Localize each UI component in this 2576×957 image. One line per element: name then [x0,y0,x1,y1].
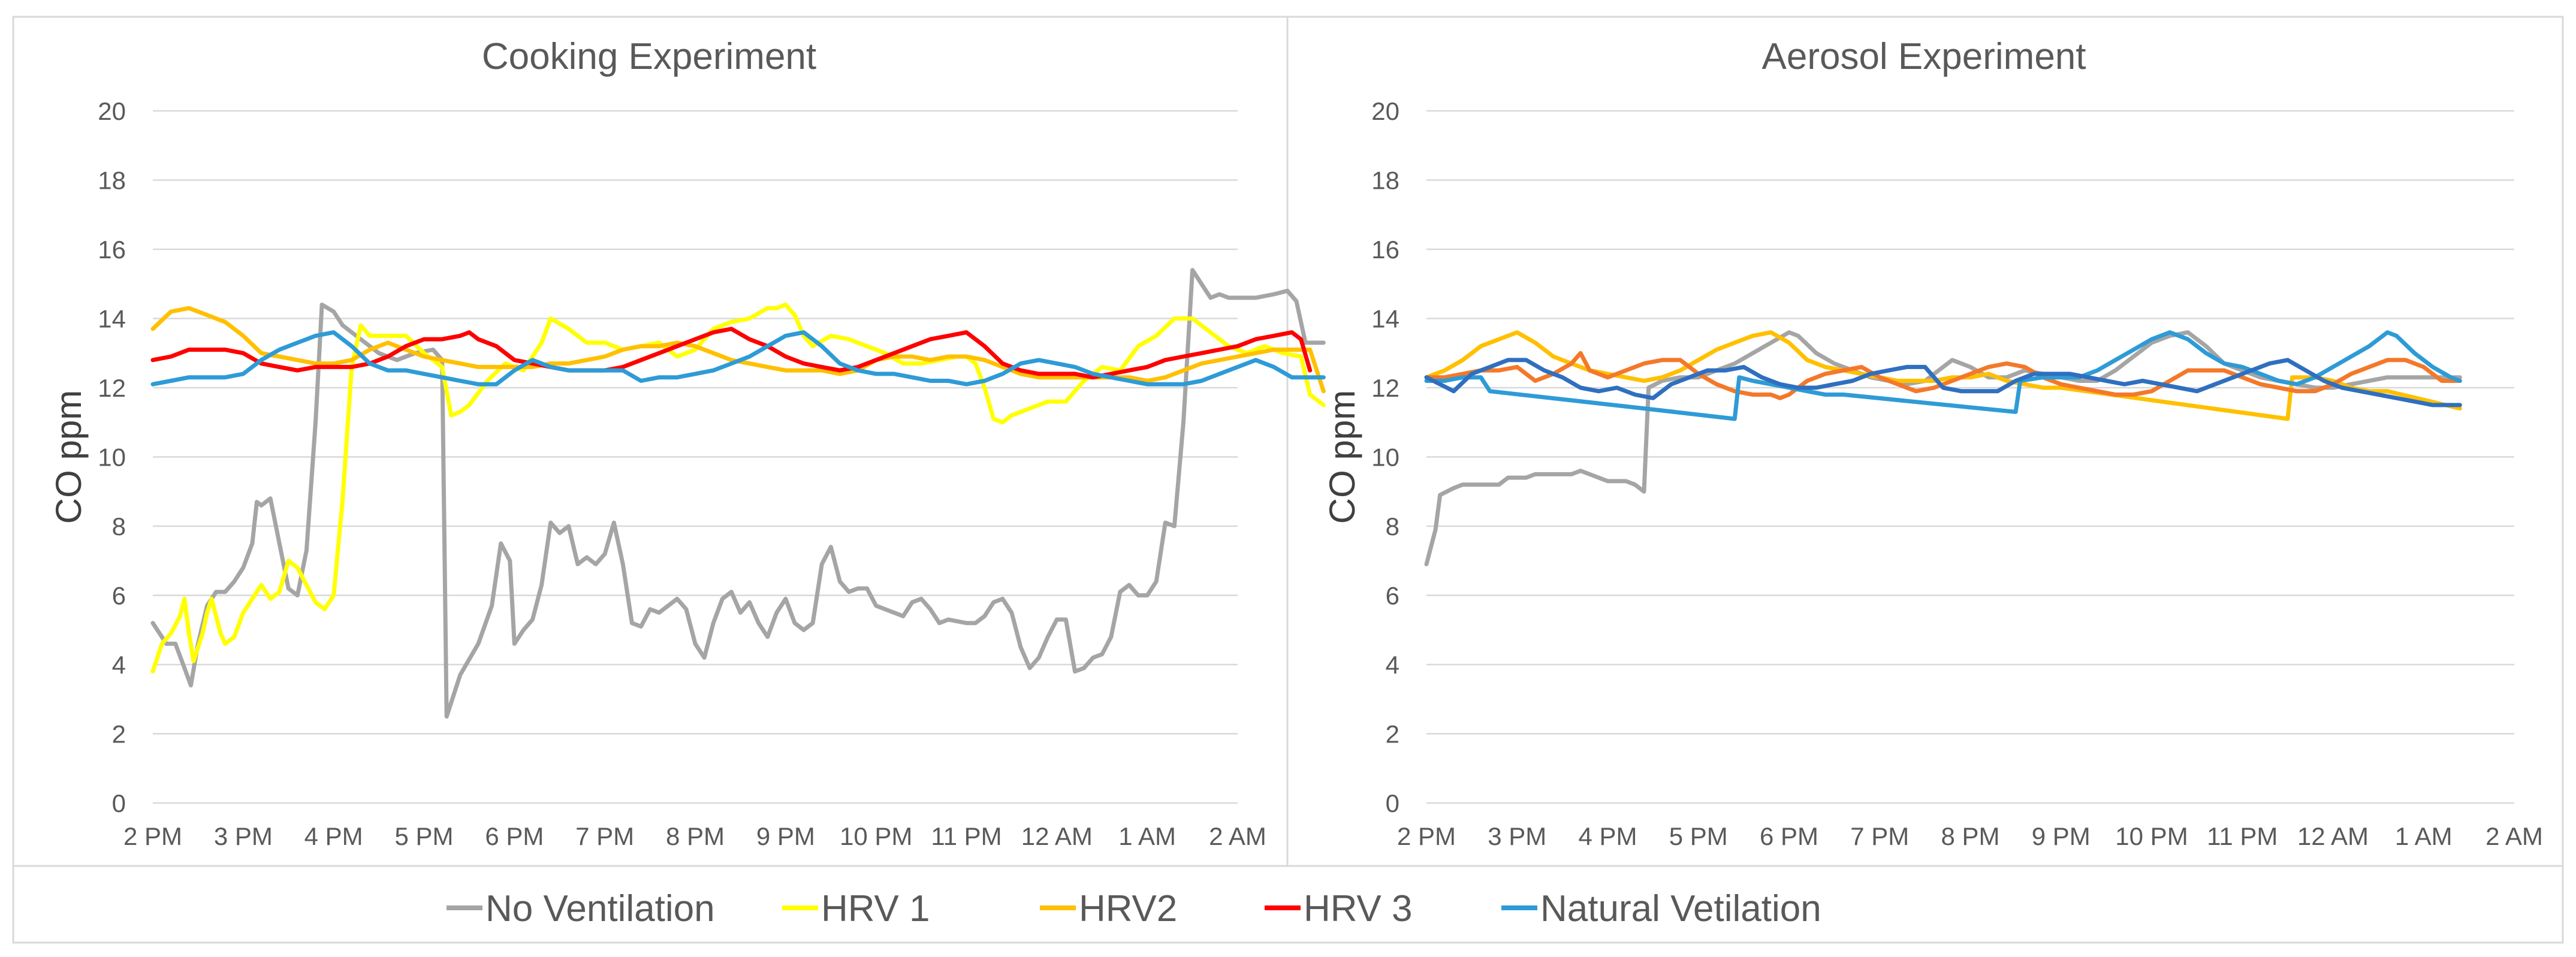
legend-box [12,865,2564,944]
chart-title: Cooking Experiment [482,36,816,77]
y-tick-label: 16 [98,236,126,264]
y-tick-label: 8 [112,512,126,541]
y-tick-label: 4 [1386,651,1399,679]
legend-entry-hrv2: HRV2 [1040,888,1177,929]
legend-entry-natural-vetilation: Natural Vetilation [1501,888,1821,929]
x-tick-label: 11 PM [931,822,1002,850]
series-line-natural-vetilation [1424,330,2462,421]
x-tick-label: 12 AM [1021,822,1093,850]
x-tick-label: 5 PM [394,822,453,850]
legend-label: Natural Vetilation [1540,888,1821,929]
y-axis-label: CO ppm [49,390,89,524]
x-tick-label: 2 AM [2485,822,2543,850]
y-tick-label: 8 [1386,512,1399,541]
series-line-hrv2 [1424,330,2462,421]
x-tick-label: 8 PM [666,822,725,850]
panel-cooking-experiment: 0 2 4 6 8 10 12 14 16 18 20 2 PM 3 PM 4 PM 5 PM 6 PM 7 P… [49,36,1326,850]
y-tick-label: 0 [1386,789,1399,817]
y-tick-label: 2 [1386,720,1399,748]
y-tick-label: 6 [112,582,126,610]
legend-entry-no-ventilation: No Ventilation [447,888,715,929]
series-line-no-ventilation [150,268,1326,719]
x-tick-label: 6 PM [485,822,544,850]
y-tick-label: 18 [1371,167,1399,195]
panel-aerosol-experiment: 0 2 4 6 8 10 12 14 16 18 20 2 PM 3 PM 4 PM 5 PM 6 PM 7 P… [1322,36,2543,850]
x-tick-label: 9 PM [2032,822,2091,850]
y-tick-label: 14 [98,305,126,333]
x-tick-label: 3 PM [1488,822,1546,850]
y-tick-label: 10 [1371,443,1399,472]
legend-label: HRV 3 [1304,888,1413,929]
y-tick-label: 12 [98,374,126,402]
x-tick-label: 4 PM [304,822,363,850]
x-tick-label: 1 AM [2395,822,2453,850]
legend-entry-hrv-1: HRV 1 [782,888,930,929]
y-tick-label: 12 [1371,374,1399,402]
y-tick-label: 10 [98,443,126,472]
x-tick-label: 6 PM [1760,822,1818,850]
x-tick-label: 5 PM [1669,822,1728,850]
legend-label: No Ventilation [485,888,715,929]
chart-title: Aerosol Experiment [1761,36,2086,77]
y-tick-label: 16 [1371,236,1399,264]
x-tick-label: 7 PM [1850,822,1909,850]
legend-label: HRV 1 [821,888,930,929]
x-tick-label: 9 PM [756,822,815,850]
y-tick-label: 2 [112,720,126,748]
x-tick-label: 11 PM [2207,822,2278,850]
series-line-hrv-3 [150,327,1313,380]
x-tick-label: 2 PM [123,822,182,850]
x-tick-label: 10 PM [2115,822,2188,850]
legend: No Ventilation HRV 1 HRV2 HRV 3 Natural Veti… [447,888,1821,929]
legend-label: HRV2 [1079,888,1177,929]
y-tick-label: 0 [112,789,126,817]
y-axis-label: CO ppm [1322,390,1362,524]
series-line-dark-blue-trace [1424,358,2462,407]
series-line-hrv-3 [1424,351,2462,400]
x-tick-label: 8 PM [1941,822,1999,850]
y-tick-label: 4 [112,651,126,679]
x-tick-label: 3 PM [214,822,273,850]
x-tick-label: 10 PM [840,822,912,850]
x-tick-label: 7 PM [575,822,634,850]
x-tick-label: 4 PM [1578,822,1637,850]
y-tick-label: 14 [1371,305,1399,333]
series-line-natural-vetilation [150,330,1326,387]
x-tick-label: 2 PM [1397,822,1456,850]
legend-entry-hrv-3: HRV 3 [1265,888,1413,929]
y-tick-label: 6 [1386,582,1399,610]
x-tick-label: 12 AM [2297,822,2369,850]
x-tick-label: 2 AM [1209,822,1266,850]
x-tick-label: 1 AM [1118,822,1176,850]
y-tick-label: 20 [98,97,126,125]
y-tick-label: 18 [98,167,126,195]
y-tick-label: 20 [1371,97,1399,125]
